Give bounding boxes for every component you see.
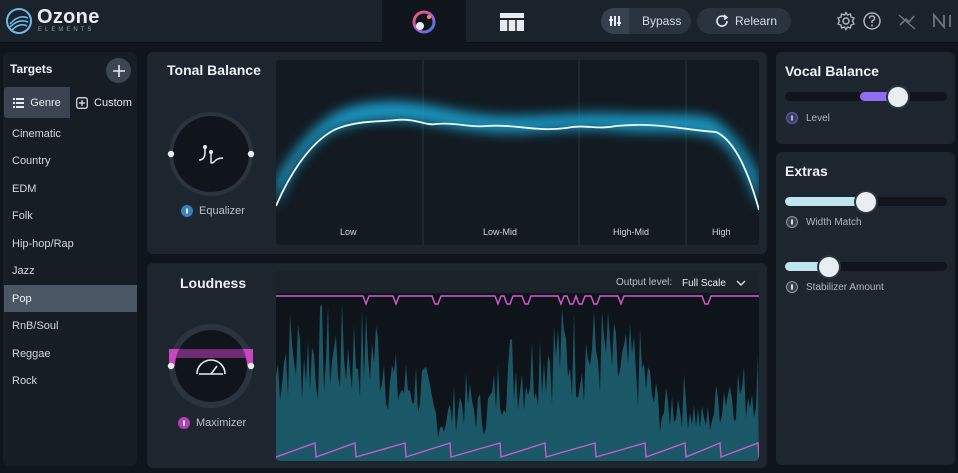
loudness-waveform xyxy=(276,302,759,461)
output-level-dropdown[interactable]: Full Scale xyxy=(682,275,746,291)
output-level-label: Output level: xyxy=(616,277,673,288)
level-label-row: Level xyxy=(786,112,830,124)
stabilizer-slider-thumb[interactable] xyxy=(818,257,839,277)
app-subtitle: ELEMENTS xyxy=(38,27,95,33)
target-item-hip-hop-rap[interactable]: Hip-hop/Rap xyxy=(12,237,74,250)
width-match-power-icon[interactable] xyxy=(786,216,798,228)
plus-icon xyxy=(112,64,125,77)
assistant-orb-icon xyxy=(412,10,436,33)
bypass-icon xyxy=(601,8,629,34)
level-slider-thumb[interactable] xyxy=(888,87,909,107)
target-item-rnb-soul[interactable]: RnB/Soul xyxy=(12,320,59,332)
target-item-edm[interactable]: EDM xyxy=(12,182,37,195)
signal-chain-icon[interactable] xyxy=(897,11,917,31)
target-item-reggae[interactable]: Reggae xyxy=(12,347,51,360)
target-item-rock[interactable]: Rock xyxy=(12,375,38,387)
tab-modules-view[interactable] xyxy=(470,0,554,43)
tonal-balance-title: Tonal Balance xyxy=(167,62,261,78)
refresh-icon xyxy=(716,14,729,27)
targets-panel xyxy=(3,52,137,466)
tab-custom-label: Custom xyxy=(94,96,132,109)
modules-grid-icon xyxy=(500,12,524,31)
relearn-button[interactable]: Relearn xyxy=(697,8,791,34)
list-icon xyxy=(13,97,25,108)
bypass-label: Bypass xyxy=(642,14,682,28)
loudness-title: Loudness xyxy=(180,275,247,291)
tab-assistant-view[interactable] xyxy=(382,0,466,43)
tab-custom[interactable]: Custom xyxy=(71,87,137,118)
gain-reduction-line xyxy=(276,441,759,459)
ni-logo-icon[interactable] xyxy=(932,11,958,31)
add-target-button[interactable] xyxy=(106,58,131,83)
extras-title: Extras xyxy=(785,163,828,179)
targets-title: Targets xyxy=(10,62,53,76)
level-label: Level xyxy=(806,112,830,124)
eq-curve-icon xyxy=(198,145,224,164)
loudness-graph: Output level: Full Scale xyxy=(276,271,759,461)
target-item-jazz[interactable]: Jazz xyxy=(12,265,35,277)
relearn-label: Relearn xyxy=(735,14,778,28)
maximizer-label-row: Maximizer xyxy=(178,417,246,429)
tab-genre[interactable]: Genre xyxy=(4,87,70,118)
maximizer-knob[interactable] xyxy=(167,322,255,410)
stabilizer-slider-fill xyxy=(785,262,829,271)
band-label-low-mid: Low-Mid xyxy=(483,227,518,237)
target-item-pop[interactable]: Pop xyxy=(4,285,137,312)
chevron-down-icon xyxy=(736,280,746,286)
equalizer-label: Equalizer xyxy=(199,205,245,217)
tab-genre-label: Genre xyxy=(30,96,61,109)
target-item-country[interactable]: Country xyxy=(12,155,51,167)
width-match-slider-fill xyxy=(785,197,866,206)
band-label-high-mid: High-Mid xyxy=(613,227,650,237)
add-circle-icon xyxy=(76,96,88,109)
band-label-high: High xyxy=(712,227,731,237)
equalizer-label-row: Equalizer xyxy=(181,205,245,217)
maximizer-label: Maximizer xyxy=(196,417,247,429)
top-bar: Ozone ELEMENTS Bypass xyxy=(0,0,958,43)
width-match-label: Width Match xyxy=(806,216,862,228)
target-item-cinematic[interactable]: Cinematic xyxy=(12,127,61,140)
ozone-logo-icon xyxy=(6,8,32,34)
width-match-label-row: Width Match xyxy=(786,216,862,228)
stabilizer-label: Stabilizer Amount xyxy=(806,281,884,293)
gear-icon[interactable] xyxy=(836,11,856,31)
level-slider-fill xyxy=(860,92,899,101)
maximizer-power-icon[interactable] xyxy=(178,417,190,429)
stabilizer-label-row: Stabilizer Amount xyxy=(786,281,884,293)
output-ceiling-line xyxy=(276,294,759,306)
output-level-value: Full Scale xyxy=(682,277,726,289)
stabilizer-slider[interactable] xyxy=(785,262,947,271)
width-match-slider-thumb[interactable] xyxy=(856,192,876,212)
tonal-balance-graph: Low Low-Mid High-Mid High xyxy=(276,60,759,245)
level-power-icon[interactable] xyxy=(786,112,798,124)
help-icon[interactable] xyxy=(862,11,882,31)
equalizer-power-icon[interactable] xyxy=(181,205,193,217)
gauge-icon xyxy=(196,359,226,375)
stabilizer-power-icon[interactable] xyxy=(786,281,798,293)
bypass-button[interactable]: Bypass xyxy=(601,8,691,34)
equalizer-knob[interactable] xyxy=(167,110,255,198)
app-name: Ozone xyxy=(37,6,100,28)
target-item-folk[interactable]: Folk xyxy=(12,210,33,222)
band-label-low: Low xyxy=(340,227,357,237)
vocal-balance-title: Vocal Balance xyxy=(785,63,879,79)
